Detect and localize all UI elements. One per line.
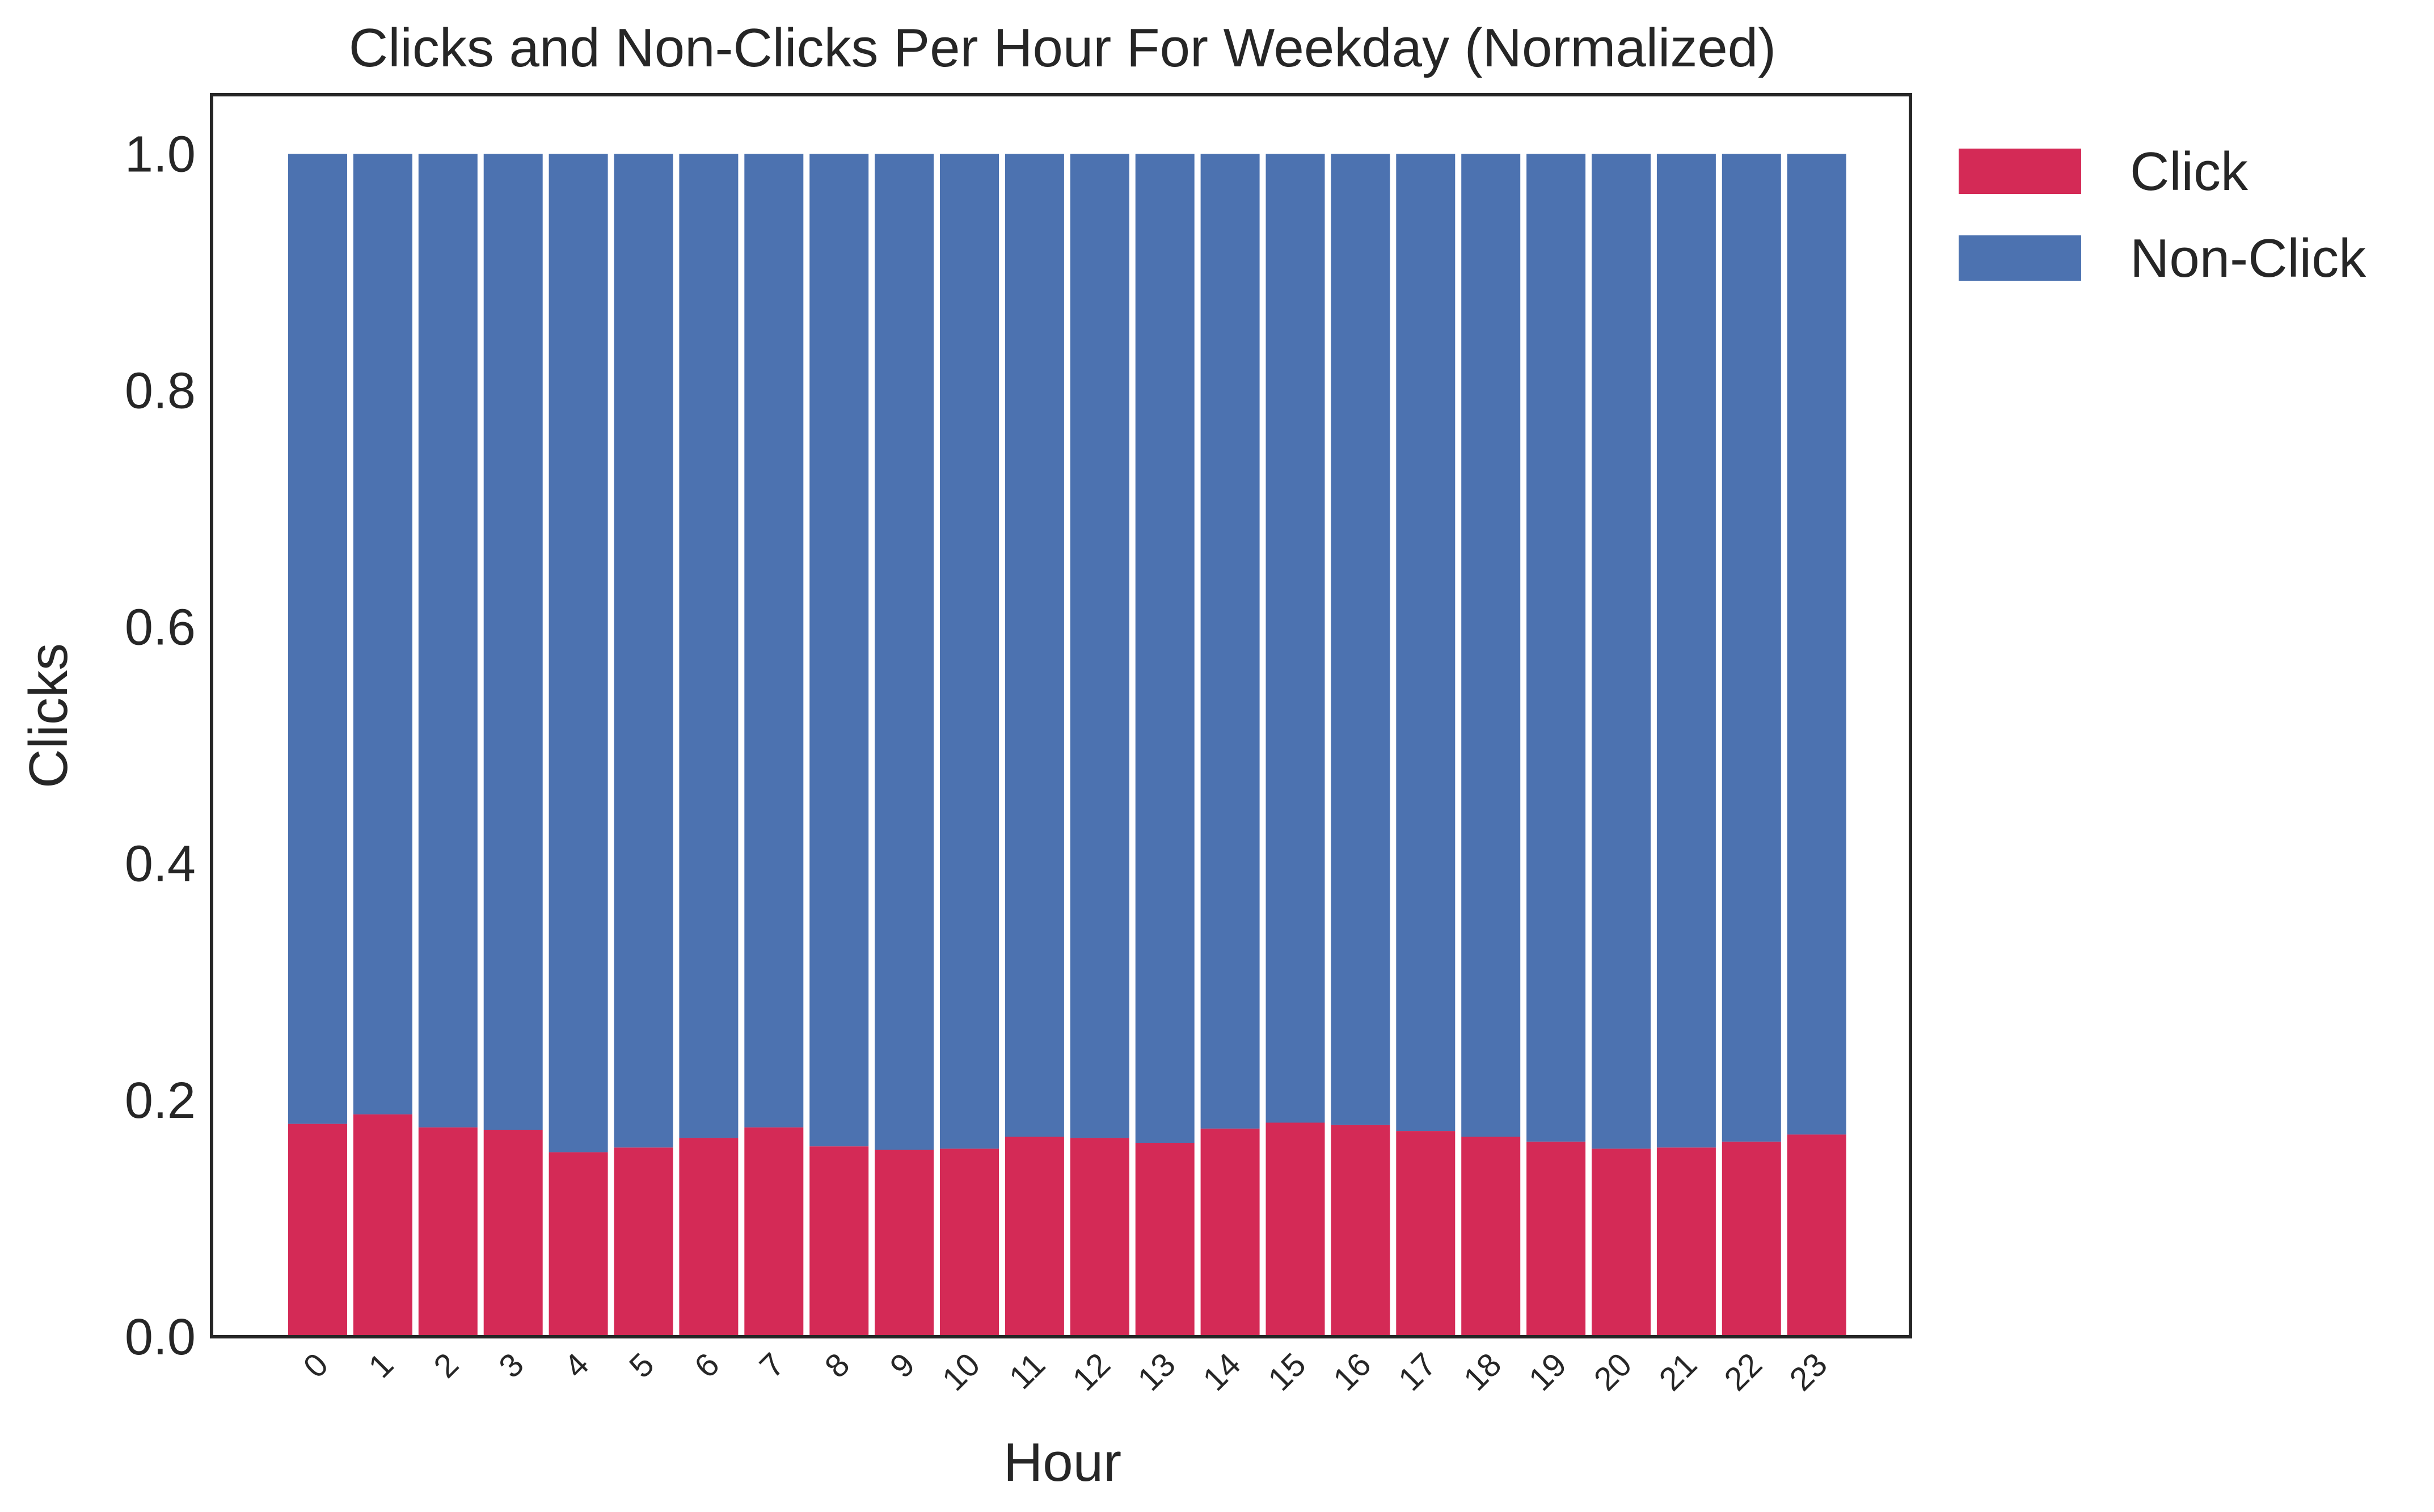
bar-non-click-hour-20 [1592,154,1651,1149]
bar-click-hour-15 [1265,1122,1325,1337]
bar-click-hour-12 [1070,1138,1129,1337]
bar-click-hour-2 [418,1127,478,1337]
bars-group [288,154,1846,1337]
bar-non-click-hour-0 [288,154,347,1124]
bar-non-click-hour-6 [679,154,739,1138]
bar-non-click-hour-11 [1005,154,1064,1137]
bar-click-hour-7 [744,1127,804,1337]
bar-non-click-hour-8 [809,154,869,1147]
bar-non-click-hour-10 [940,154,999,1149]
bar-click-hour-23 [1787,1134,1846,1337]
y-tick-label: 0.6 [125,599,196,656]
bar-non-click-hour-19 [1526,154,1586,1142]
plot-frame [210,93,1912,1338]
bar-non-click-hour-13 [1135,154,1195,1143]
bar-non-click-hour-1 [353,154,412,1114]
bar-non-click-hour-17 [1396,154,1456,1131]
bar-non-click-hour-18 [1461,154,1521,1137]
bar-click-hour-11 [1005,1137,1064,1337]
chart-title: Clicks and Non-Clicks Per Hour For Weekd… [349,18,1776,78]
bar-click-hour-10 [940,1148,999,1337]
bar-click-hour-13 [1135,1142,1195,1337]
bar-non-click-hour-15 [1265,154,1325,1123]
legend-swatch-click [1959,149,2081,194]
bar-click-hour-4 [549,1152,608,1337]
y-tick-label: 0.2 [125,1072,196,1129]
bar-click-hour-21 [1656,1147,1716,1337]
bar-click-hour-5 [614,1147,673,1337]
bar-click-hour-1 [353,1114,412,1337]
x-axis-label: Hour [1003,1432,1121,1493]
bar-click-hour-22 [1722,1141,1781,1337]
y-tick-label: 1.0 [125,126,196,183]
bar-click-hour-14 [1200,1128,1260,1337]
y-tick-label: 0.8 [125,362,196,419]
bar-non-click-hour-23 [1787,154,1846,1135]
bar-non-click-hour-7 [744,154,804,1127]
legend: Click Non-Click [1959,141,2366,289]
bar-non-click-hour-3 [483,154,543,1130]
legend-label-non-click: Non-Click [2130,228,2366,289]
bar-non-click-hour-9 [875,154,934,1150]
y-tick-label: 0.4 [125,836,196,893]
bar-click-hour-16 [1331,1125,1390,1337]
bar-non-click-hour-2 [418,154,478,1127]
bar-click-hour-19 [1526,1141,1586,1337]
bar-click-hour-8 [809,1146,869,1337]
legend-label-click: Click [2130,141,2249,202]
bar-click-hour-20 [1592,1148,1651,1337]
bar-click-hour-3 [483,1130,543,1337]
y-tick-label: 0.0 [125,1309,196,1366]
y-axis-ticks: 0.0 0.2 0.4 0.6 0.8 1.0 [125,126,196,1366]
bar-non-click-hour-14 [1200,154,1260,1129]
bar-click-hour-17 [1396,1131,1456,1337]
bar-non-click-hour-16 [1331,154,1390,1125]
bar-click-hour-0 [288,1124,347,1337]
bar-click-hour-9 [875,1150,934,1337]
bar-non-click-hour-22 [1722,154,1781,1142]
y-axis-label: Clicks [18,643,79,788]
bar-click-hour-18 [1461,1137,1521,1337]
bar-non-click-hour-4 [549,154,608,1152]
bar-click-hour-6 [679,1138,739,1337]
bar-non-click-hour-21 [1656,154,1716,1148]
legend-swatch-non-click [1959,235,2081,281]
bar-non-click-hour-12 [1070,154,1129,1138]
bar-non-click-hour-5 [614,154,673,1148]
